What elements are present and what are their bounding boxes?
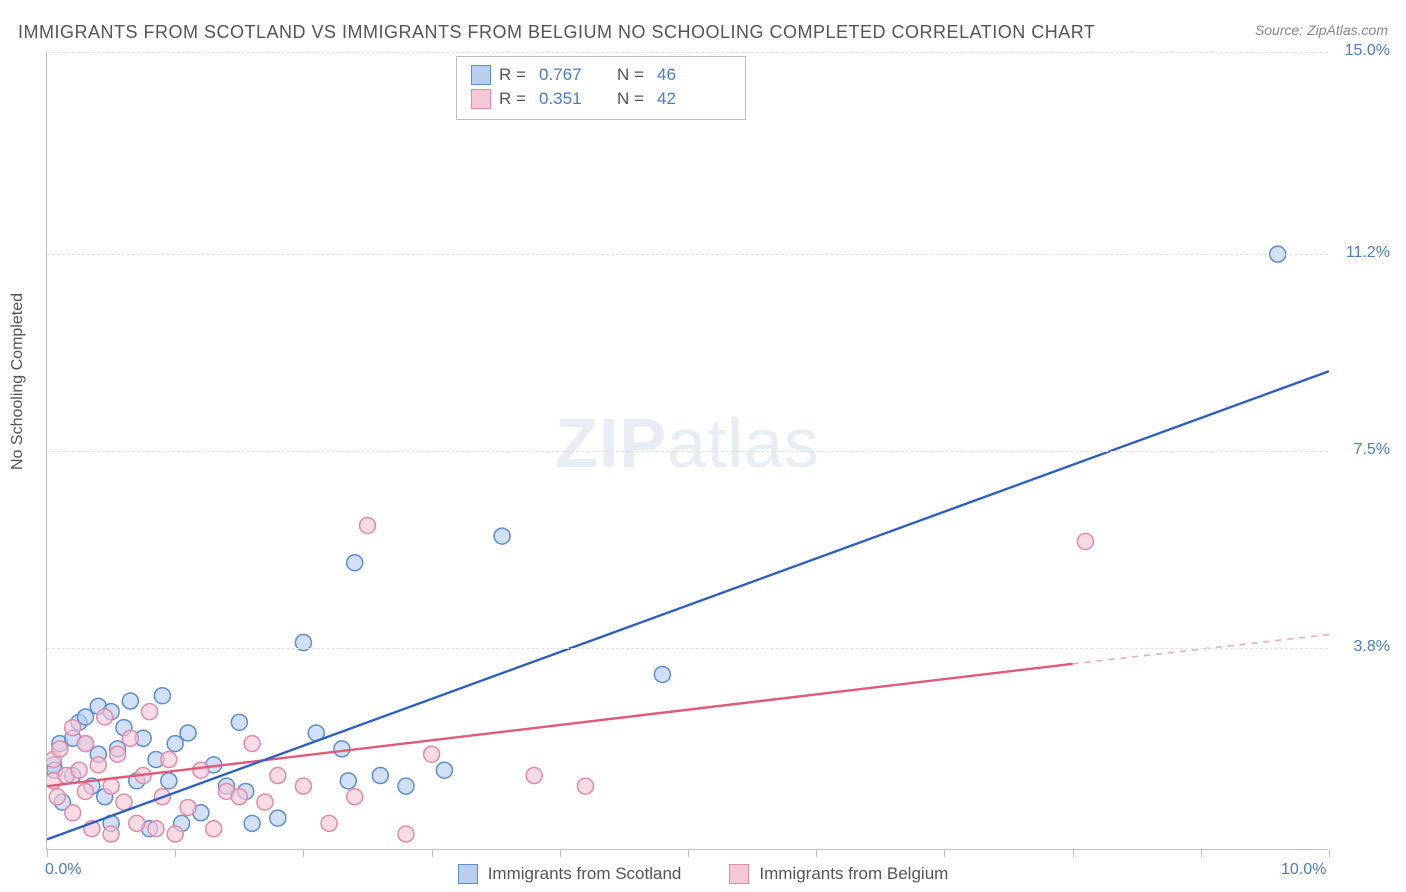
data-point xyxy=(77,709,93,725)
chart-title: IMMIGRANTS FROM SCOTLAND VS IMMIGRANTS F… xyxy=(18,22,1095,43)
chart-container: IMMIGRANTS FROM SCOTLAND VS IMMIGRANTS F… xyxy=(0,0,1406,892)
data-point xyxy=(103,778,119,794)
data-point xyxy=(494,528,510,544)
y-tick-label: 11.2% xyxy=(1346,244,1390,262)
data-point xyxy=(360,517,376,533)
source-attribution: Source: ZipAtlas.com xyxy=(1255,22,1388,38)
legend-row: R = 0.351 N = 42 xyxy=(471,87,727,111)
data-point xyxy=(424,746,440,762)
legend-n-label: N = xyxy=(617,65,649,85)
legend-r-value: 0.767 xyxy=(539,65,609,85)
series-legend: Immigrants from Scotland Immigrants from… xyxy=(0,864,1406,884)
legend-n-value: 42 xyxy=(657,89,727,109)
data-point xyxy=(161,752,177,768)
data-point xyxy=(340,773,356,789)
data-point xyxy=(654,666,670,682)
legend-swatch-belgium xyxy=(729,864,749,884)
data-point xyxy=(65,720,81,736)
regression-line xyxy=(47,664,1073,786)
legend-item-scotland: Immigrants from Scotland xyxy=(458,864,682,884)
data-point xyxy=(142,704,158,720)
data-point xyxy=(65,805,81,821)
data-point xyxy=(334,741,350,757)
data-point xyxy=(77,736,93,752)
data-point xyxy=(148,821,164,837)
data-point xyxy=(231,714,247,730)
data-point xyxy=(97,709,113,725)
data-point xyxy=(122,693,138,709)
legend-swatch-scotland xyxy=(458,864,478,884)
legend-item-label: Immigrants from Scotland xyxy=(488,864,682,884)
data-point xyxy=(270,768,286,784)
regression-extension xyxy=(1073,635,1329,664)
legend-n-label: N = xyxy=(617,89,649,109)
data-point xyxy=(372,768,388,784)
data-point xyxy=(193,762,209,778)
legend-r-label: R = xyxy=(499,65,531,85)
data-point xyxy=(398,778,414,794)
y-tick-label: 15.0% xyxy=(1345,42,1390,60)
plot-area: ZIPatlas 3.8%7.5%11.2%15.0%0.0%10.0% xyxy=(46,52,1328,850)
data-point xyxy=(52,741,68,757)
data-point xyxy=(244,736,260,752)
data-point xyxy=(347,555,363,571)
data-point xyxy=(1077,533,1093,549)
y-tick-label: 7.5% xyxy=(1354,441,1390,459)
data-point xyxy=(110,746,126,762)
data-point xyxy=(77,783,93,799)
legend-n-value: 46 xyxy=(657,65,727,85)
data-point xyxy=(103,826,119,842)
data-point xyxy=(436,762,452,778)
data-point xyxy=(129,815,145,831)
data-point xyxy=(180,725,196,741)
data-point xyxy=(231,789,247,805)
data-point xyxy=(257,794,273,810)
data-point xyxy=(49,789,65,805)
legend-r-label: R = xyxy=(499,89,531,109)
legend-swatch-scotland xyxy=(471,65,491,85)
data-point xyxy=(116,794,132,810)
data-point xyxy=(295,778,311,794)
data-point xyxy=(577,778,593,794)
data-point xyxy=(270,810,286,826)
data-point xyxy=(321,815,337,831)
data-point xyxy=(347,789,363,805)
regression-line xyxy=(47,371,1329,839)
legend-row: R = 0.767 N = 46 xyxy=(471,63,727,87)
legend-swatch-belgium xyxy=(471,89,491,109)
data-point xyxy=(244,815,260,831)
y-axis-label: No Schooling Completed xyxy=(9,293,27,470)
correlation-legend: R = 0.767 N = 46 R = 0.351 N = 42 xyxy=(456,56,746,120)
data-point xyxy=(206,821,222,837)
data-point xyxy=(167,736,183,752)
data-point xyxy=(161,773,177,789)
data-point xyxy=(526,768,542,784)
data-point xyxy=(90,757,106,773)
legend-r-value: 0.351 xyxy=(539,89,609,109)
data-point xyxy=(154,688,170,704)
data-point xyxy=(122,730,138,746)
data-point xyxy=(180,799,196,815)
data-point xyxy=(71,762,87,778)
data-point xyxy=(398,826,414,842)
legend-item-belgium: Immigrants from Belgium xyxy=(729,864,948,884)
data-point xyxy=(167,826,183,842)
y-tick-label: 3.8% xyxy=(1354,638,1390,656)
legend-item-label: Immigrants from Belgium xyxy=(759,864,948,884)
